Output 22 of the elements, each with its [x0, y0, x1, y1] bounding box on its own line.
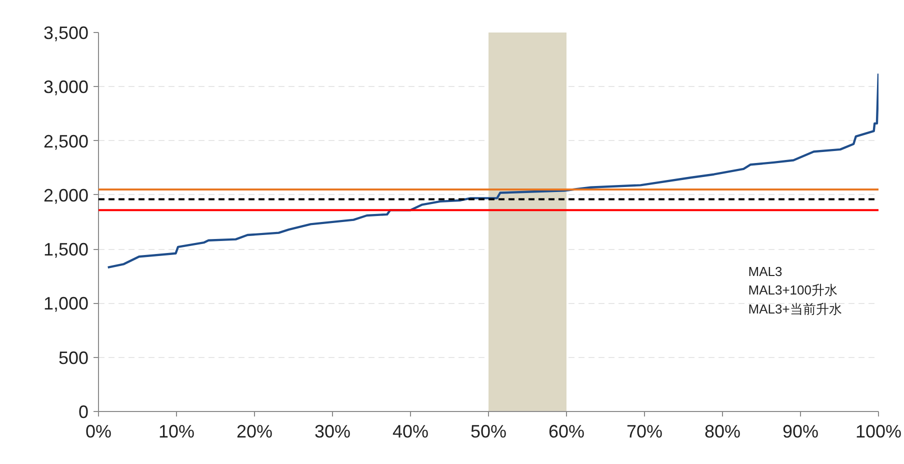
annotation: MAL3+100升水	[748, 282, 838, 298]
annotation: MAL3	[748, 264, 782, 279]
y-tick-label: 3,000	[43, 77, 89, 98]
x-tick-label: 100%	[855, 422, 902, 442]
x-tick-label: 50%	[470, 422, 507, 442]
y-tick-label: 0	[78, 402, 89, 422]
y-tick-label: 2,000	[43, 185, 89, 206]
x-tick-label: 10%	[158, 422, 195, 442]
x-tick-label: 70%	[626, 422, 663, 442]
x-tick-label: 90%	[782, 422, 819, 442]
y-tick-label: 2,500	[43, 131, 89, 152]
y-tick-label: 500	[58, 348, 89, 368]
x-tick-label: 30%	[314, 422, 351, 442]
x-tick-label: 0%	[85, 422, 112, 442]
y-tick-label: 3,500	[43, 23, 89, 43]
y-tick-label: 1,500	[43, 240, 89, 260]
y-tick-label: 1,000	[43, 294, 89, 314]
x-tick-label: 60%	[548, 422, 585, 442]
x-tick-label: 40%	[392, 422, 429, 442]
x-tick-label: 80%	[704, 422, 741, 442]
annotation: MAL3+当前升水	[748, 302, 842, 317]
x-tick-label: 20%	[236, 422, 273, 442]
